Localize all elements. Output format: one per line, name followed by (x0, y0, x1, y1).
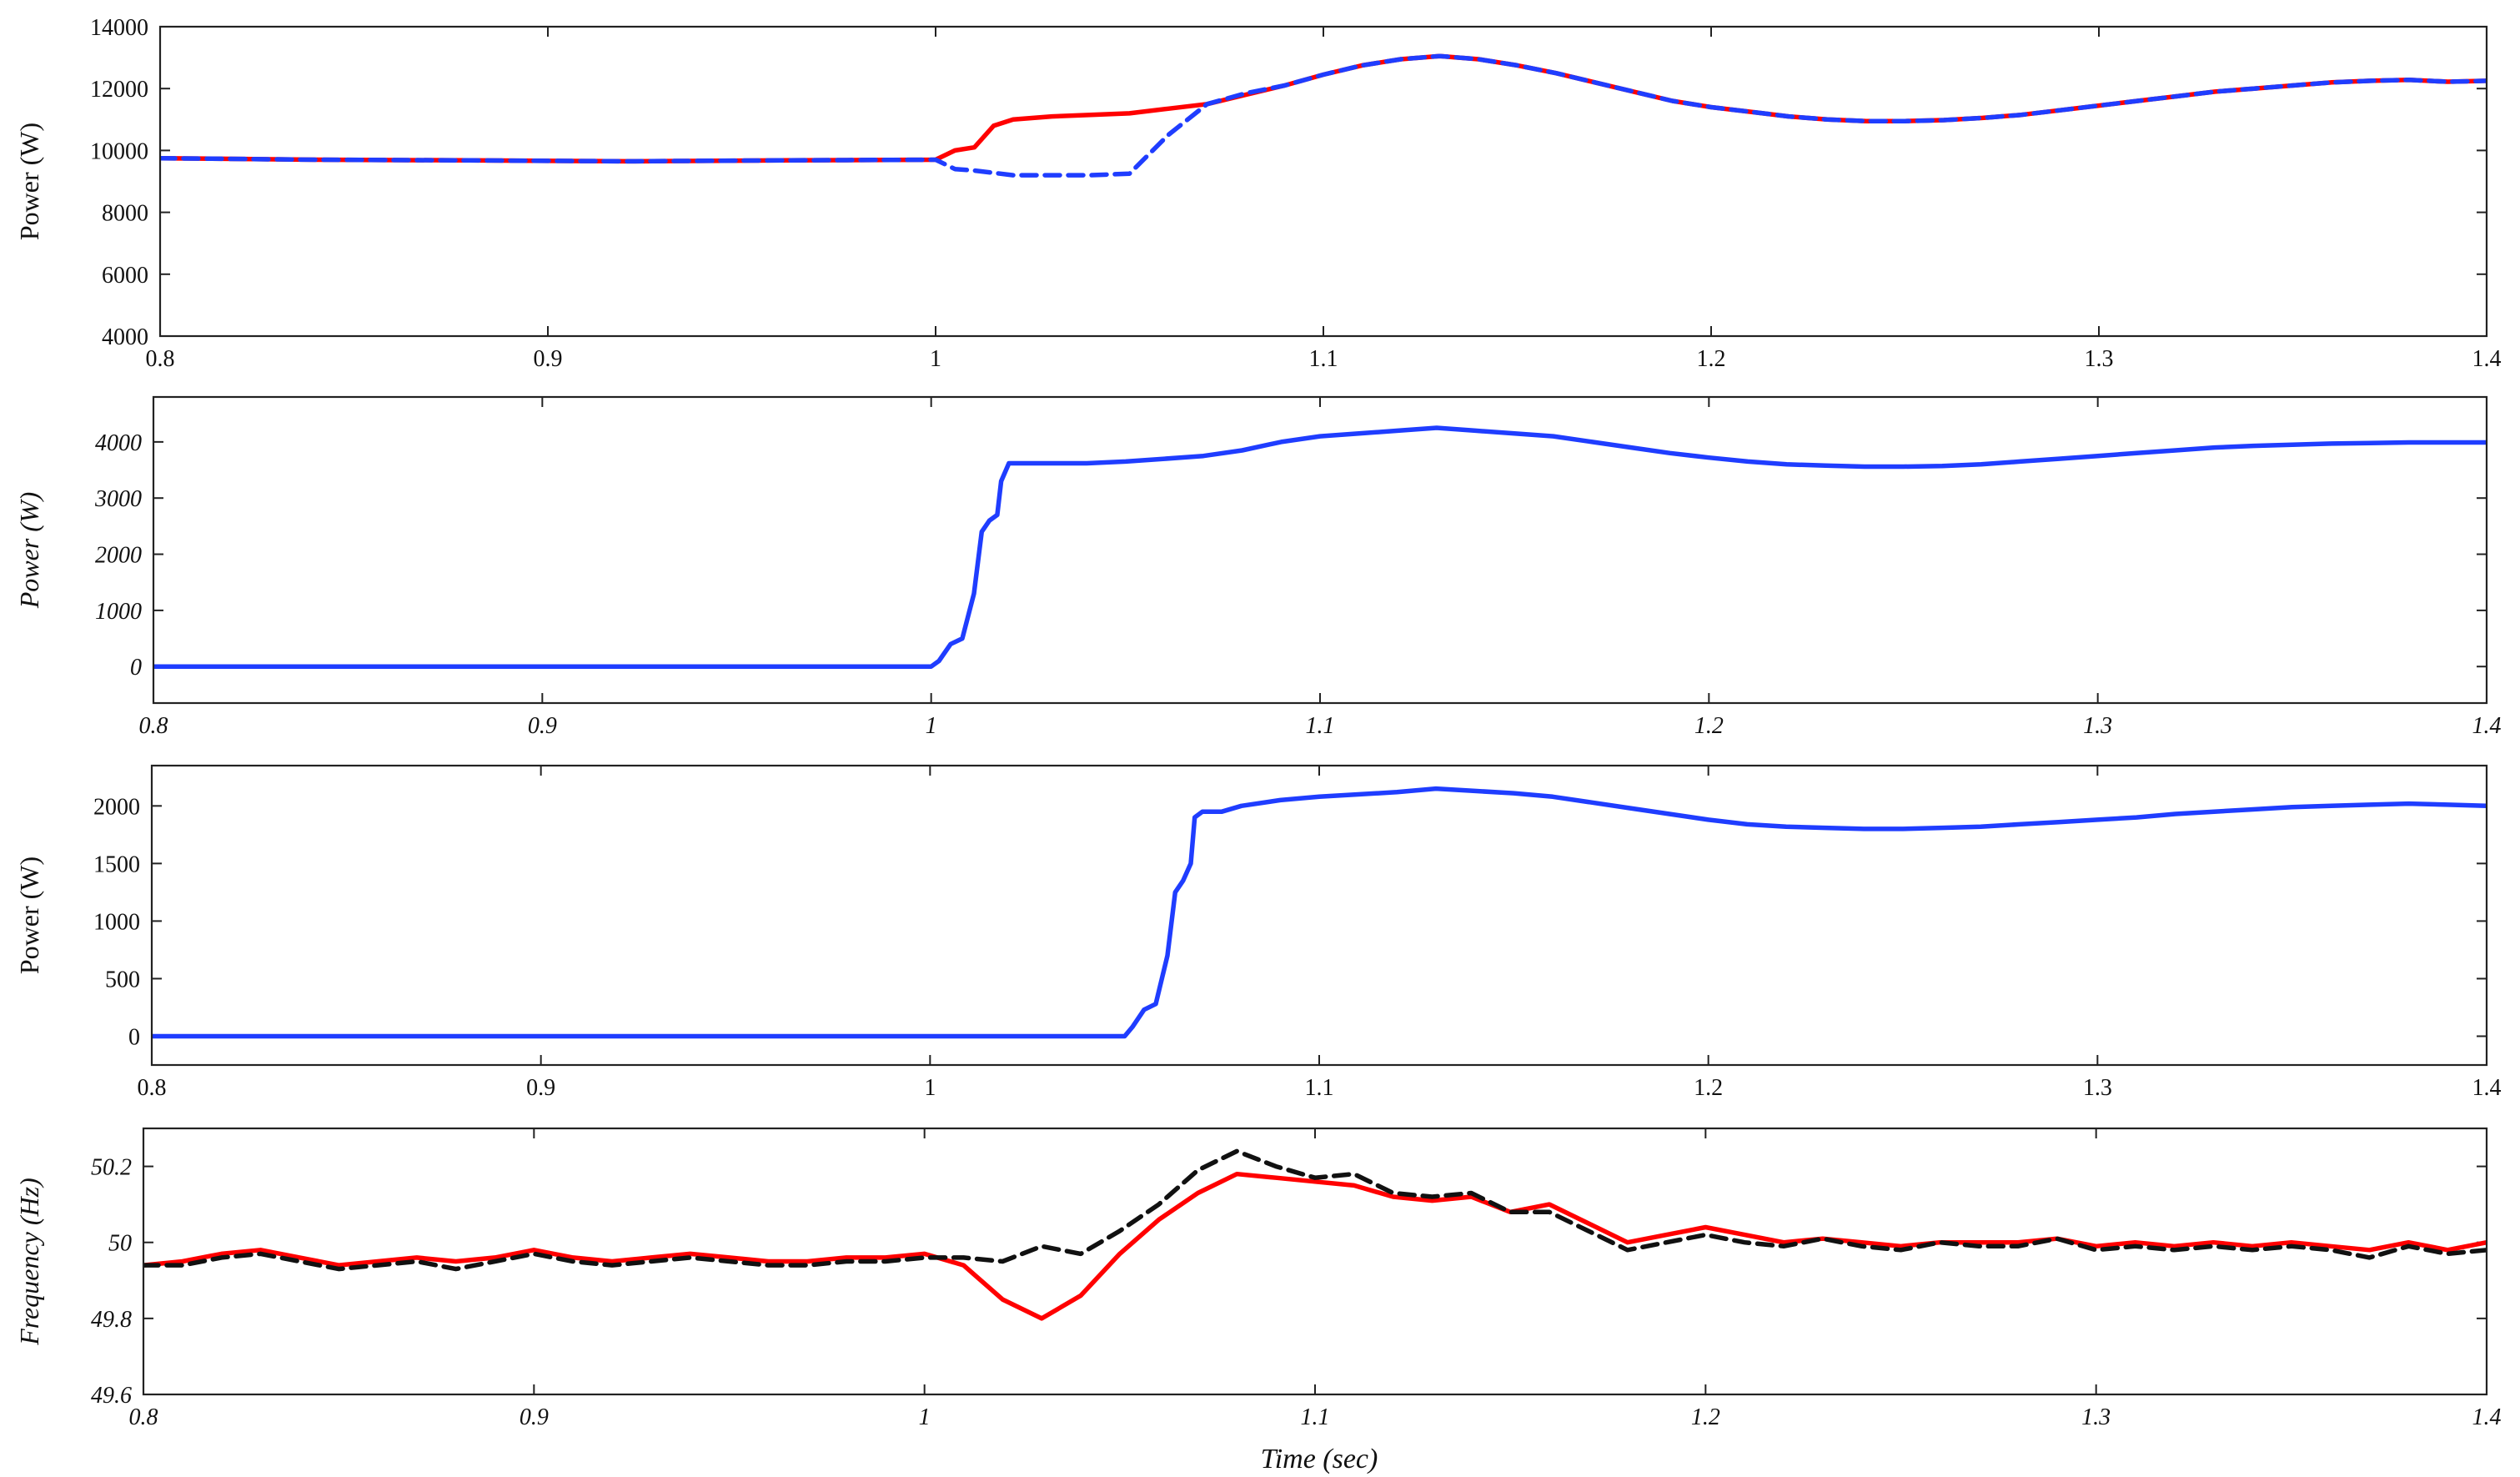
y-tick-label: 2000 (95, 543, 142, 569)
series-line-1 (143, 1171, 2487, 1321)
plot-frame (152, 395, 2488, 705)
y-tick-label: 0 (128, 1024, 140, 1050)
y-tick-label: 0 (130, 655, 142, 681)
y-tick-label: 4000 (102, 324, 148, 350)
series-line-1 (152, 786, 2487, 1039)
panel-unit-1-power: 0.8 0.9 1 1.1 1.2 1.3 1.4 0 1000 2000 3000 4000 Powe… (14, 395, 2502, 739)
x-tick-label: 1.2 (1694, 713, 1724, 739)
y-tick-label: 6000 (102, 263, 148, 289)
y-tick-label: 12000 (90, 77, 148, 103)
y-tick-label: 50 (108, 1231, 132, 1257)
series-group (152, 786, 2487, 1039)
x-tick-label: 0.8 (138, 1075, 167, 1101)
y-tick-label: 500 (105, 967, 140, 992)
series-line-2 (143, 1148, 2487, 1272)
x-tick-label: 1 (924, 1075, 936, 1101)
x-tick-label: 1.2 (1691, 1404, 1720, 1430)
x-tick-label: 1.1 (1301, 1404, 1330, 1430)
x-tick-label: 0.9 (528, 713, 557, 739)
x-tick-label: 1.2 (1697, 346, 1726, 372)
x-tick-label: 1 (926, 713, 937, 739)
series-line-1 (160, 53, 2487, 164)
y-tick-label: 50.2 (91, 1155, 132, 1181)
y-tick-label: 2000 (93, 794, 140, 820)
x-tick-label: 1.4 (2472, 713, 2502, 739)
x-tick-label: 1.1 (1306, 713, 1335, 739)
y-axis-label: Frequency (Hz) (14, 1178, 44, 1346)
y-axis-label: Power (W) (14, 857, 44, 974)
y-tick-label: 1000 (93, 909, 140, 935)
x-tick-label: 1.3 (2081, 1404, 2111, 1430)
x-tick-label: 1 (919, 1404, 931, 1430)
series-group (160, 53, 2487, 178)
panel-unit-2-power: 0.8 0.9 1 1.1 1.2 1.3 1.4 0 500 1000 1500 2000 Power… (14, 764, 2502, 1101)
x-axis-label: Time (sec) (1261, 1444, 1378, 1474)
y-axis-label: Power (W) (14, 492, 44, 610)
x-tick-label: 1.3 (2083, 713, 2112, 739)
y-tick-label: 4000 (95, 430, 142, 456)
y-tick-label: 49.6 (91, 1383, 132, 1409)
panel-active-power: 0.8 0.9 1 1.1 1.2 1.3 1.4 4000 6000 8000 10000 1200… (14, 15, 2502, 372)
x-tick-label: 0.8 (139, 713, 168, 739)
x-tick-label: 1.4 (2472, 1404, 2502, 1430)
x-tick-label: 0.9 (520, 1404, 549, 1430)
y-axis-label: Power (W) (14, 123, 44, 240)
x-tick-label: 0.9 (534, 346, 563, 372)
series-group (153, 425, 2487, 669)
x-tick-label: 1.4 (2472, 1075, 2502, 1101)
x-tick-label: 1 (930, 346, 941, 372)
plot-frame (158, 25, 2488, 338)
y-tick-label: 1000 (95, 599, 142, 625)
x-tick-label: 1.3 (2085, 346, 2114, 372)
x-tick-label: 0.8 (129, 1404, 158, 1430)
x-tick-label: 1.4 (2472, 346, 2502, 372)
x-tick-label: 1.1 (1305, 1075, 1334, 1101)
x-tick-label: 1.2 (1694, 1075, 1723, 1101)
y-tick-label: 1500 (93, 852, 140, 877)
y-tick-label: 49.8 (91, 1307, 132, 1333)
plot-frame (150, 764, 2488, 1067)
y-tick-label: 10000 (90, 138, 148, 164)
y-tick-label: 3000 (94, 486, 142, 512)
x-tick-label: 0.9 (526, 1075, 555, 1101)
y-tick-label: 14000 (90, 15, 148, 41)
series-line-2 (160, 53, 2487, 178)
x-tick-label: 1.3 (2083, 1075, 2112, 1101)
plot-frame (142, 1127, 2488, 1396)
y-tick-label: 8000 (102, 201, 148, 227)
series-line-1 (153, 425, 2487, 669)
series-group (143, 1148, 2487, 1321)
x-tick-label: 0.8 (146, 346, 175, 372)
panel-frequency: 0.8 0.9 1 1.1 1.2 1.3 1.4 49.6 49.8 50 50.2 Frequen… (14, 1127, 2502, 1430)
x-tick-label: 1.1 (1309, 346, 1338, 372)
